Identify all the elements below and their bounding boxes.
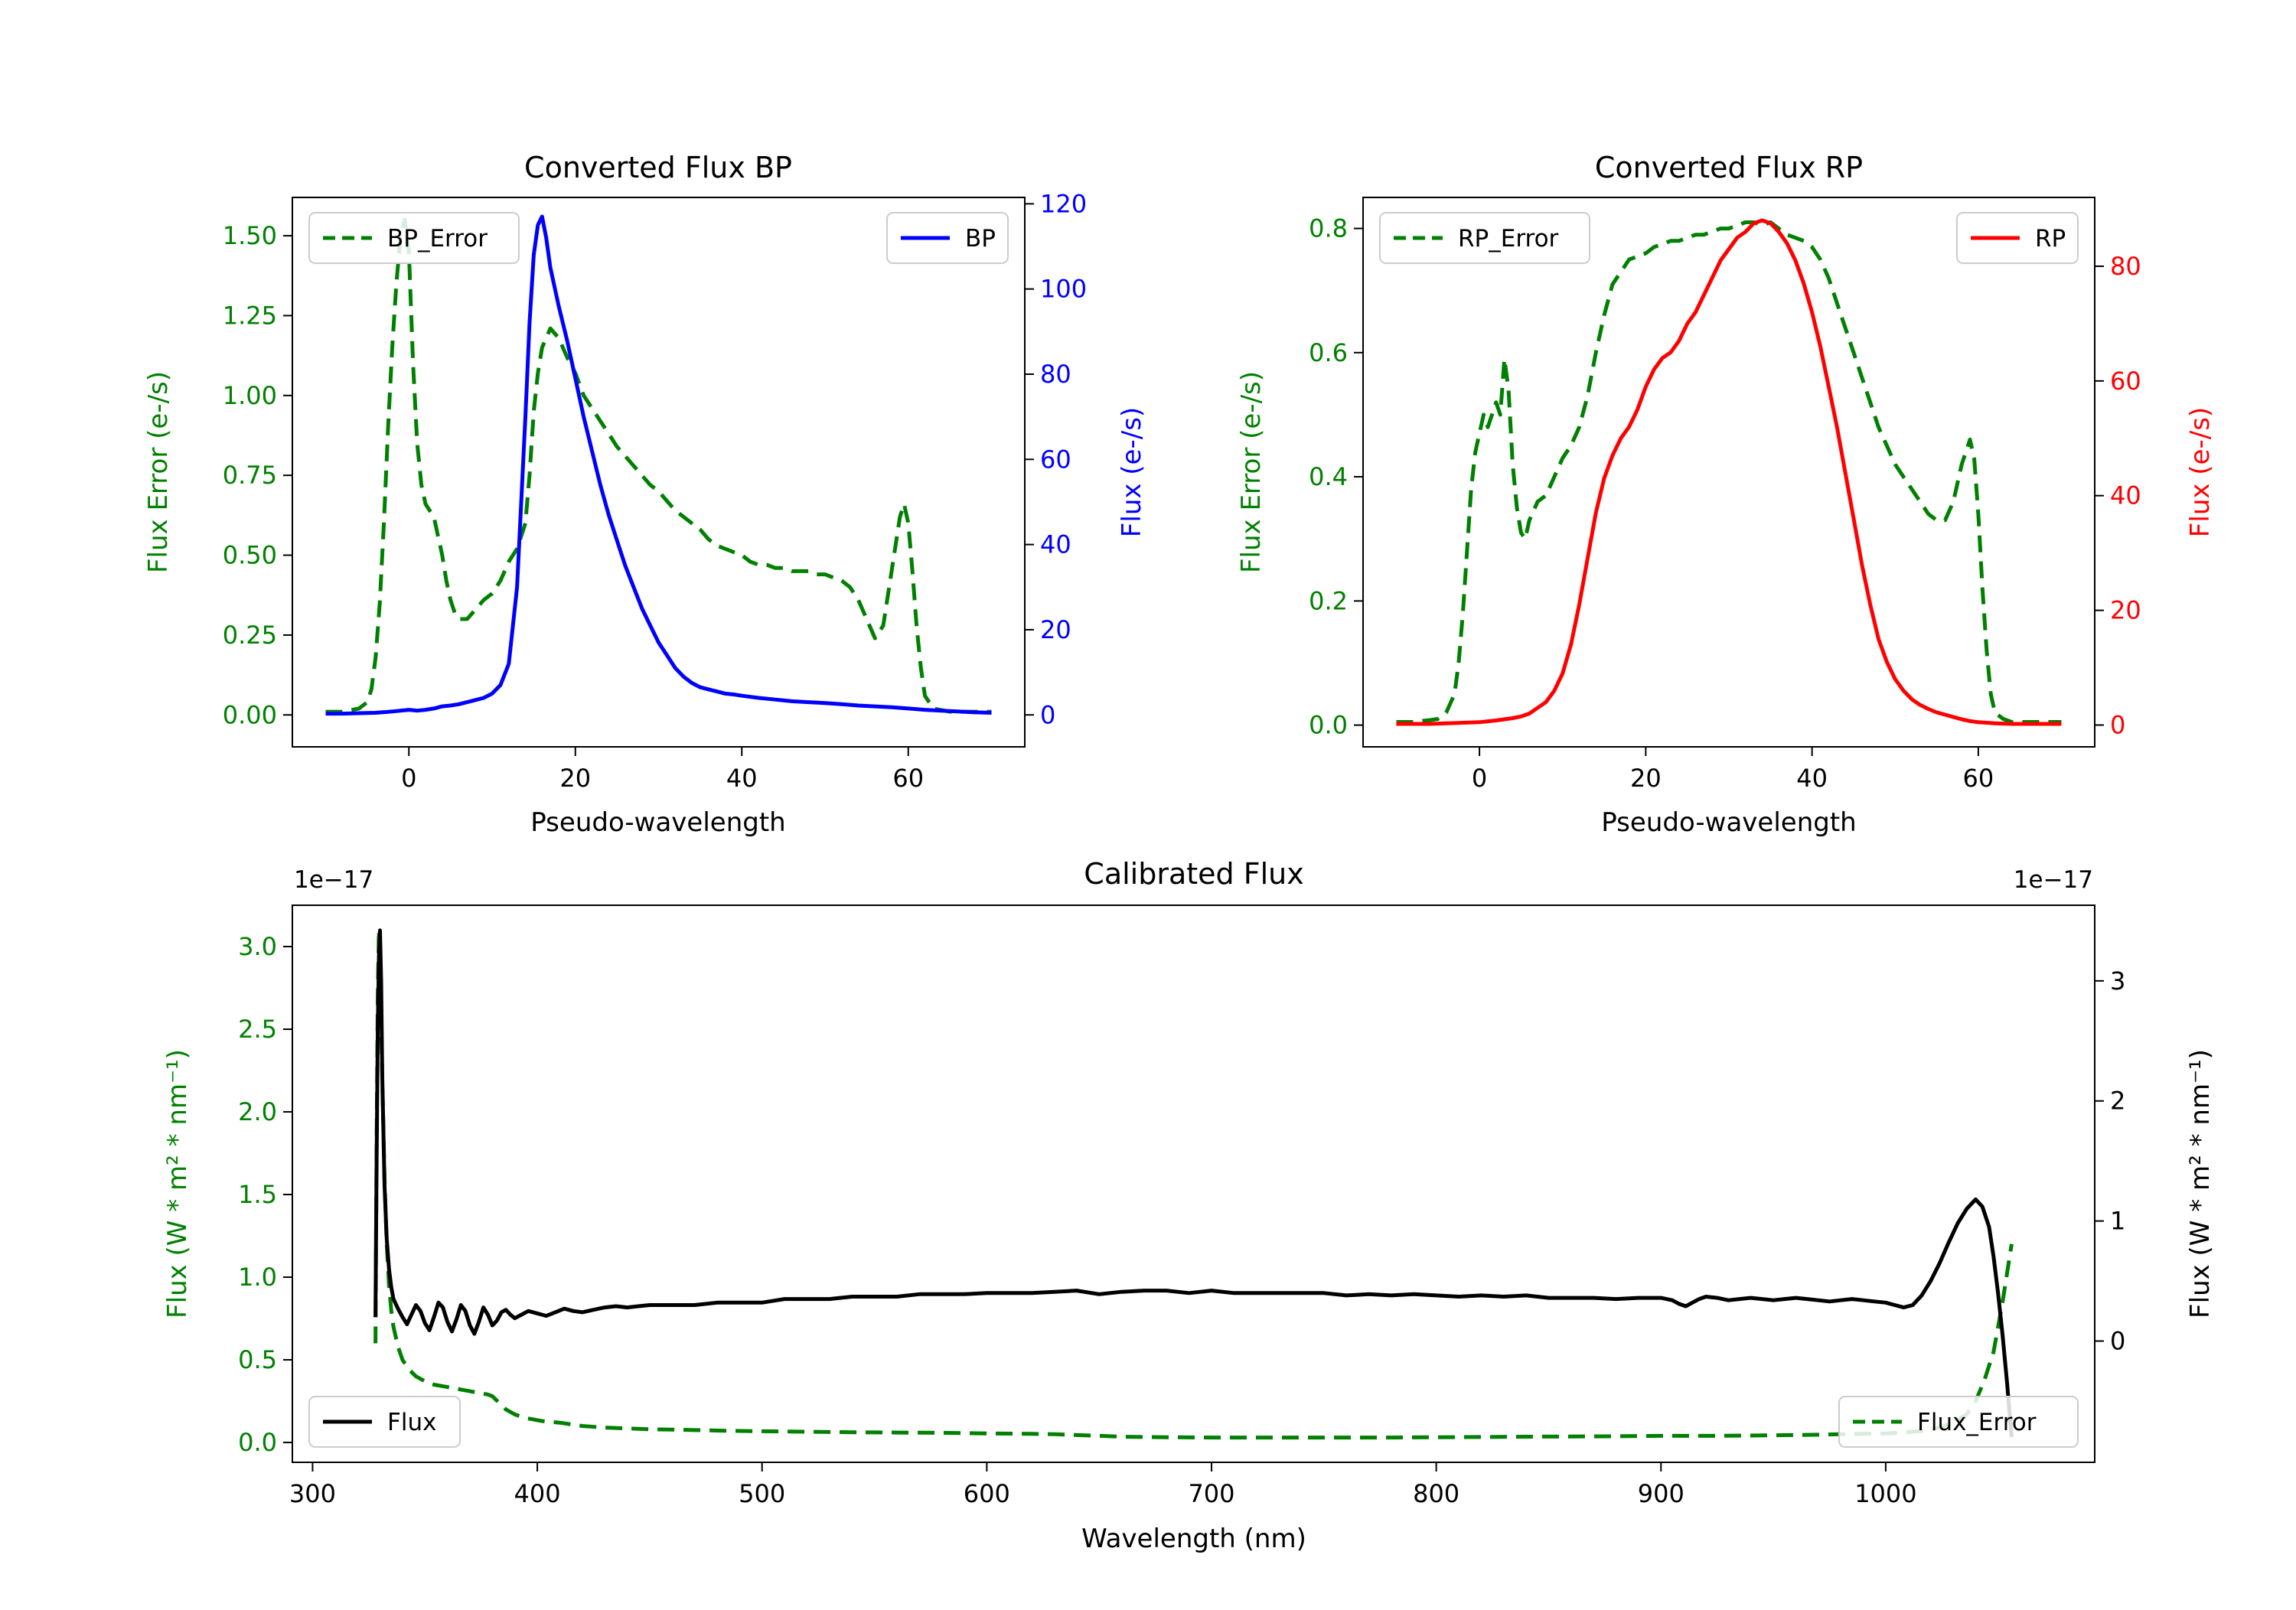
cal-curves	[373, 927, 2014, 1440]
flux-error-curve	[373, 927, 2014, 1440]
y-tick-label-right: 40	[2110, 481, 2141, 510]
y-tick-label-left: 1.00	[223, 381, 277, 410]
bp-curves	[325, 214, 992, 716]
y-tick-label-left: 0.25	[223, 621, 277, 650]
y-tick-label-left: 0.6	[1309, 338, 1348, 367]
y-tick-label-right: 40	[1040, 530, 1071, 559]
y-tick-label-left: 1.50	[223, 221, 277, 250]
cal-title: Calibrated Flux	[1084, 857, 1303, 891]
bp-ylabel-right: Flux (e-/s)	[1117, 407, 1147, 537]
bp-axes-spines	[292, 197, 1026, 748]
x-tick-label: 20	[559, 764, 591, 793]
legend-flux: Flux	[308, 1396, 461, 1448]
flux-curve	[373, 928, 2014, 1438]
y-tick-label-left: 0.50	[223, 541, 277, 570]
y-tick-label-right: 1	[2110, 1207, 2125, 1236]
legend-label: Flux	[387, 1409, 436, 1436]
rp-curve	[1396, 218, 2062, 726]
x-tick-label: 60	[1963, 764, 1994, 793]
legend-frame	[1838, 1396, 2079, 1448]
x-tick-label: 0	[401, 764, 416, 793]
y-tick-label-left: 1.5	[238, 1180, 277, 1209]
y-tick-label-right: 120	[1040, 189, 1087, 218]
legend-rp: RP	[1956, 212, 2079, 264]
legend-label: RP_Error	[1458, 225, 1559, 253]
rp-xlabel: Pseudo-wavelength	[1601, 807, 1856, 838]
cal-axes-spines	[292, 904, 2095, 1463]
y-tick-label-left: 2.5	[238, 1015, 277, 1044]
legend-bp: BP	[886, 212, 1009, 264]
x-tick-label: 800	[1413, 1479, 1459, 1508]
legend-frame	[308, 212, 520, 264]
y-tick-label-right: 0	[2110, 1327, 2125, 1356]
bp-ylabel-left: Flux Error (e-/s)	[143, 371, 174, 573]
cal-ylabel-right: Flux (W * m² * nm⁻¹)	[2185, 1049, 2216, 1318]
y-tick-label-right: 2	[2110, 1087, 2125, 1116]
y-tick-label-right: 20	[1040, 615, 1071, 644]
bp-subplot: 0 20 40 60 0.00 0.25 0.50 0.75 1.00 1.25 1.50 0 20 40…	[223, 189, 1087, 793]
legend-label: RP	[2035, 225, 2066, 253]
x-tick-label: 60	[892, 764, 924, 793]
legend-label: Flux_Error	[1917, 1409, 2037, 1436]
legend-label: BP	[965, 225, 996, 253]
legend-flux-error: Flux_Error	[1838, 1396, 2079, 1448]
y-tick-label-left: 0.5	[238, 1345, 277, 1374]
x-tick-label: 0	[1472, 764, 1487, 793]
y-tick-label-right: 20	[2110, 596, 2141, 625]
bp-curve	[325, 214, 992, 716]
y-tick-label-left: 1.0	[238, 1263, 277, 1292]
x-tick-label: 40	[726, 764, 758, 793]
legend-rp-error: RP_Error	[1379, 212, 1590, 264]
cal-subplot: 300 400 500 600 700 800 900 1000 0.0 0.5 1.0 1.5 2.0…	[238, 904, 2125, 1508]
y-tick-label-right: 80	[2110, 252, 2141, 281]
cal-offset-text-left: 1e−17	[294, 866, 373, 894]
rp-error-curve	[1396, 220, 2062, 724]
rp-title: Converted Flux RP	[1595, 151, 1863, 184]
legend-label: BP_Error	[387, 225, 488, 253]
x-tick-label: 300	[289, 1479, 336, 1508]
legend-frame	[1379, 212, 1590, 264]
y-tick-label-right: 0	[1040, 700, 1055, 729]
legend-frame	[308, 1396, 461, 1448]
y-tick-label-left: 0.2	[1309, 586, 1348, 615]
x-tick-label: 700	[1188, 1479, 1234, 1508]
y-tick-label-right: 100	[1040, 275, 1087, 304]
rp-subplot: 0 20 40 60 0.0 0.2 0.4 0.6 0.8 0 20 40 60 80 RP_Error R…	[1309, 197, 2141, 793]
x-tick-label: 500	[739, 1479, 785, 1508]
x-tick-label: 900	[1638, 1479, 1684, 1508]
cal-ylabel-left: Flux (W * m² * nm⁻¹)	[162, 1049, 193, 1318]
y-tick-label-left: 0.0	[238, 1428, 277, 1457]
y-tick-label-right: 0	[2110, 711, 2125, 740]
rp-axes-spines	[1362, 197, 2095, 748]
y-tick-label-left: 0.75	[223, 461, 277, 490]
y-tick-label-right: 80	[1040, 360, 1071, 389]
x-tick-label: 1000	[1854, 1479, 1916, 1508]
rp-ylabel-left: Flux Error (e-/s)	[1236, 371, 1267, 573]
cal-offset-text-right: 1e−17	[2014, 866, 2093, 894]
bp-xlabel: Pseudo-wavelength	[530, 807, 785, 838]
y-tick-label-right: 60	[2110, 367, 2141, 396]
cal-xlabel: Wavelength (nm)	[1081, 1524, 1306, 1554]
x-tick-label: 40	[1796, 764, 1828, 793]
y-tick-label-left: 0.0	[1309, 711, 1348, 740]
y-tick-label-left: 2.0	[238, 1097, 277, 1126]
x-tick-label: 600	[964, 1479, 1010, 1508]
y-tick-label-left: 0.00	[223, 700, 277, 729]
y-tick-label-left: 3.0	[238, 932, 277, 961]
y-tick-label-left: 1.25	[223, 301, 277, 330]
y-tick-label-left: 0.4	[1309, 462, 1348, 491]
rp-ylabel-right: Flux (e-/s)	[2185, 407, 2216, 537]
charts-layer: 0 20 40 600.000.250.500.751.001.251.5002040…	[223, 189, 2141, 1508]
x-tick-label: 400	[514, 1479, 561, 1508]
bp-error-curve	[325, 217, 992, 714]
rp-curves	[1396, 218, 2062, 726]
bp-title: Converted Flux BP	[524, 151, 792, 184]
x-tick-label: 20	[1630, 764, 1662, 793]
y-tick-label-right: 60	[1040, 445, 1071, 474]
y-tick-label-right: 3	[2110, 966, 2125, 996]
y-tick-label-left: 0.8	[1309, 214, 1348, 243]
legend-bp-error: BP_Error	[308, 212, 520, 264]
